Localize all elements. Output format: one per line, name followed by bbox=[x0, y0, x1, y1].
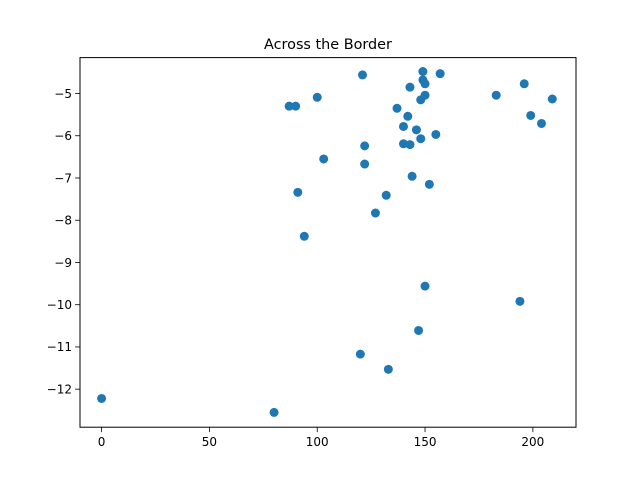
data-point bbox=[407, 171, 417, 181]
data-point bbox=[411, 125, 421, 135]
data-point bbox=[420, 79, 430, 89]
data-point bbox=[269, 407, 279, 417]
data-point bbox=[370, 208, 380, 218]
data-point bbox=[414, 325, 424, 335]
y-tick-label: −10 bbox=[47, 298, 72, 312]
data-point bbox=[392, 103, 402, 113]
data-point bbox=[515, 296, 525, 306]
y-tick-label: −7 bbox=[54, 171, 72, 185]
data-point bbox=[418, 67, 428, 77]
data-point bbox=[381, 190, 391, 200]
y-tick-label: −12 bbox=[47, 382, 72, 396]
data-point bbox=[355, 349, 365, 359]
data-point bbox=[97, 393, 107, 403]
data-point bbox=[424, 179, 434, 189]
data-point bbox=[519, 79, 529, 89]
points-layer bbox=[97, 67, 557, 417]
data-point bbox=[291, 101, 301, 111]
data-point bbox=[319, 154, 329, 164]
data-point bbox=[284, 101, 294, 111]
data-point bbox=[547, 94, 557, 104]
x-tick-label: 100 bbox=[306, 435, 329, 449]
data-point bbox=[420, 90, 430, 100]
data-point bbox=[312, 92, 322, 102]
y-tick-label: −5 bbox=[54, 87, 72, 101]
x-tick-label: 200 bbox=[521, 435, 544, 449]
data-point bbox=[491, 90, 501, 100]
data-point bbox=[398, 121, 408, 131]
x-tick-label: 150 bbox=[414, 435, 437, 449]
data-point bbox=[435, 69, 445, 79]
chart-title: Across the Border bbox=[264, 37, 392, 53]
data-point bbox=[383, 364, 393, 374]
data-point bbox=[405, 82, 415, 92]
y-tick-label: −9 bbox=[54, 256, 72, 270]
data-point bbox=[416, 134, 426, 144]
data-point bbox=[431, 129, 441, 139]
x-axis: 0 50 100 150 200 bbox=[98, 427, 544, 449]
data-point bbox=[526, 110, 536, 120]
data-point bbox=[405, 140, 415, 150]
data-point bbox=[537, 118, 546, 128]
data-point bbox=[403, 111, 413, 121]
y-tick-label: −6 bbox=[54, 129, 72, 143]
data-point bbox=[360, 159, 370, 169]
x-tick-label: 50 bbox=[202, 435, 217, 449]
y-tick-label: −8 bbox=[54, 214, 72, 228]
data-point bbox=[293, 187, 303, 197]
y-axis: −12 −11 −10 −9 −8 −7 −6 −5 bbox=[47, 87, 80, 396]
plot-area-frame bbox=[79, 57, 577, 428]
x-tick-label: 0 bbox=[98, 435, 106, 449]
data-point bbox=[299, 231, 309, 241]
data-point bbox=[420, 281, 430, 291]
data-point bbox=[358, 70, 367, 80]
data-point bbox=[360, 141, 370, 151]
y-tick-label: −11 bbox=[47, 340, 72, 354]
